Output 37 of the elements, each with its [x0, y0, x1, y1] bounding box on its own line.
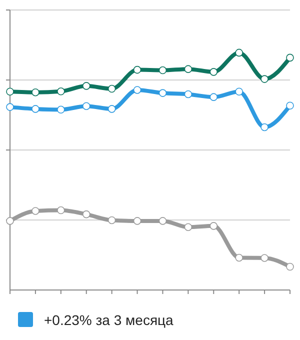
point — [108, 105, 116, 113]
point — [210, 222, 218, 230]
point — [57, 106, 65, 114]
point — [57, 87, 65, 96]
point — [6, 217, 14, 225]
point — [286, 54, 294, 62]
point — [133, 86, 142, 94]
point — [210, 68, 218, 76]
point — [133, 217, 142, 225]
point — [82, 102, 90, 110]
point — [57, 206, 65, 214]
point — [184, 65, 192, 73]
point — [235, 48, 243, 57]
point — [210, 93, 218, 101]
point — [108, 216, 116, 224]
point — [158, 217, 167, 225]
point — [260, 254, 268, 262]
point — [260, 75, 268, 83]
point — [6, 103, 14, 111]
point — [133, 66, 142, 74]
point — [286, 102, 294, 110]
point — [184, 223, 192, 232]
point — [108, 84, 116, 93]
point — [82, 82, 90, 90]
point — [32, 207, 40, 215]
point — [184, 90, 192, 98]
point — [235, 254, 243, 262]
point — [32, 105, 40, 113]
point — [158, 66, 167, 74]
point — [235, 88, 243, 96]
point — [260, 123, 268, 132]
point — [286, 262, 294, 271]
point — [6, 88, 14, 96]
point — [32, 88, 40, 96]
point — [82, 210, 90, 218]
point — [158, 89, 167, 97]
legend-label: +0.23% за 3 месяца — [44, 312, 174, 328]
